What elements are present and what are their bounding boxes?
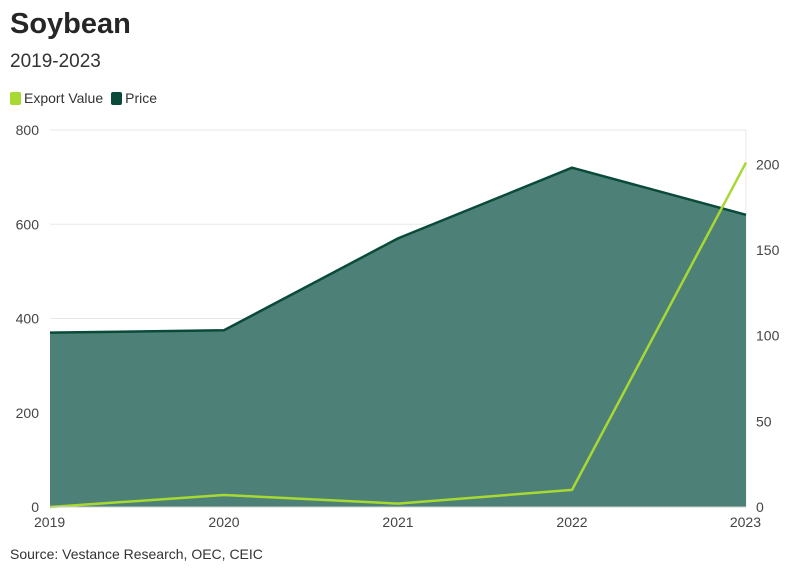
chart-subtitle: 2019-2023 [10, 51, 101, 72]
chart-title: Soybean [10, 8, 131, 40]
x-tick-label: 2021 [382, 514, 413, 530]
x-tick-label: 2023 [730, 514, 761, 530]
legend-label-export-value: Export Value [24, 90, 104, 106]
legend-label-price: Price [125, 90, 158, 106]
x-tick-label: 2022 [556, 514, 587, 530]
y-right-tick-label: 200 [756, 156, 780, 172]
legend-swatch-export-value [10, 91, 21, 105]
y-right-tick-label: 50 [756, 413, 772, 429]
price-area [50, 167, 746, 507]
y-left-tick-label: 400 [16, 311, 40, 327]
y-left-tick-label: 600 [16, 216, 40, 232]
x-tick-label: 2020 [208, 514, 239, 530]
y-left-tick-label: 0 [31, 499, 39, 515]
y-left-tick-label: 800 [16, 122, 40, 138]
y-left-tick-label: 200 [16, 405, 40, 421]
x-tick-label: 2019 [34, 514, 65, 530]
legend-item-price: Price [111, 90, 157, 106]
legend-swatch-price [111, 91, 123, 105]
y-right-tick-label: 100 [756, 328, 780, 344]
y-right-tick-label: 0 [756, 499, 764, 515]
legend-item-export-value: Export Value [10, 90, 103, 106]
source-note: Source: Vestance Research, OEC, CEIC [10, 546, 263, 562]
y-right-tick-label: 150 [756, 242, 780, 258]
legend: Export Value Price [10, 90, 165, 106]
